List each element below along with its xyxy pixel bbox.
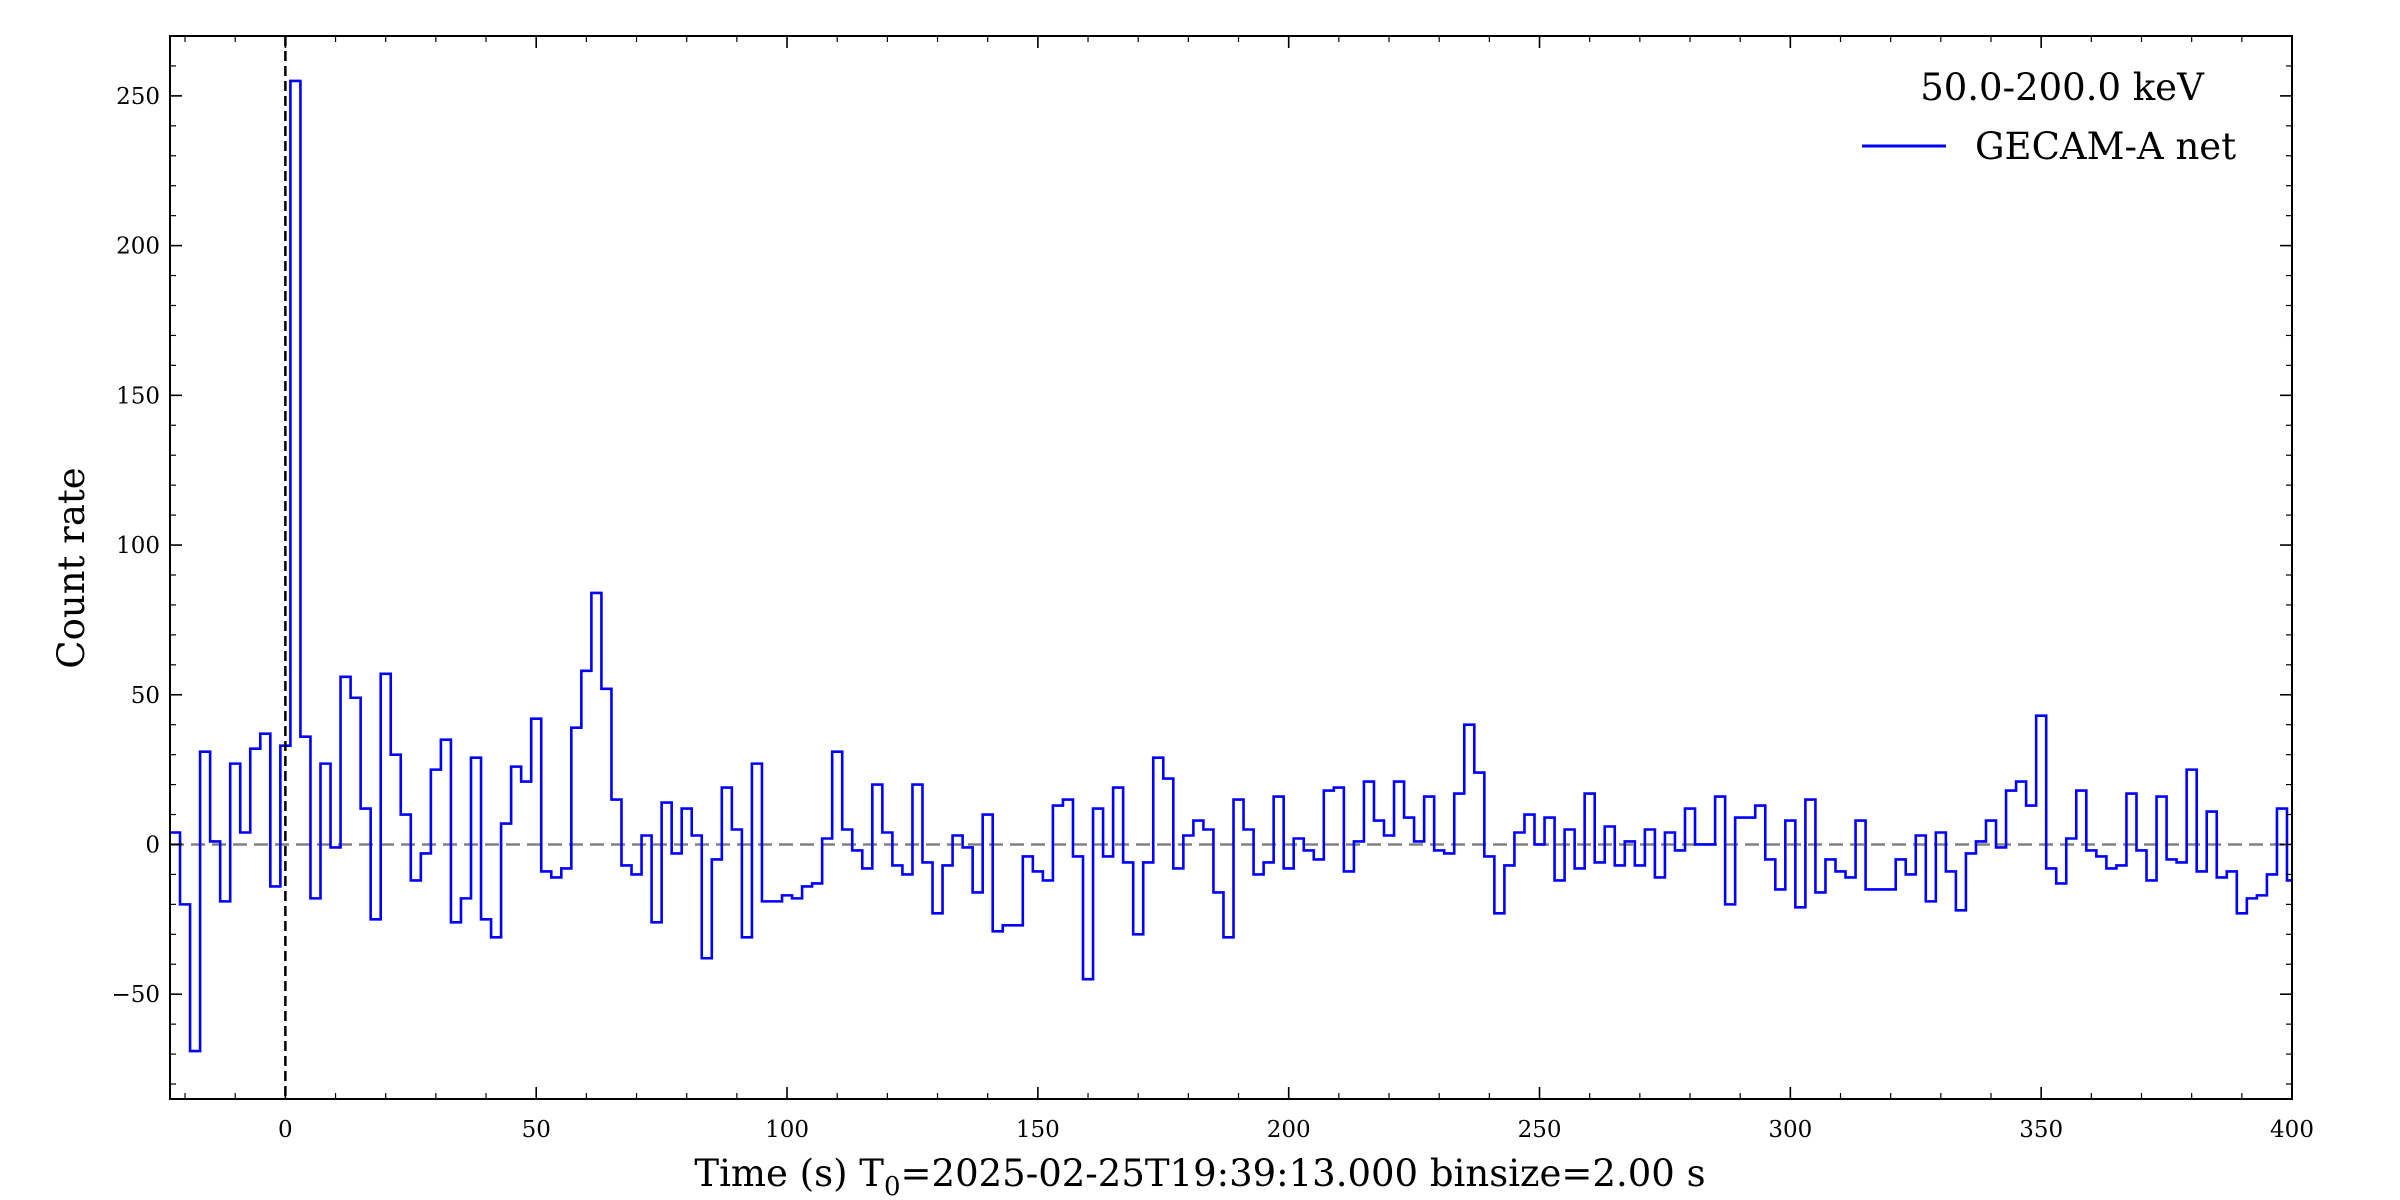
x-tick-label: 350 (2019, 1117, 2063, 1143)
y-tick-label: 0 (145, 832, 160, 858)
y-tick-label: −50 (111, 982, 160, 1008)
x-tick-label: 250 (1518, 1117, 1562, 1143)
x-axis-label-subscript: 0 (884, 1172, 901, 1200)
y-tick-label: 150 (116, 383, 160, 409)
x-tick-label: 300 (1768, 1117, 1812, 1143)
legend-title: 50.0-200.0 keV (1920, 66, 2205, 109)
x-tick-label: 100 (765, 1117, 809, 1143)
plot-area (169, 35, 2293, 1100)
y-tick-label: 50 (131, 683, 160, 709)
x-axis-label: Time (s) T0=2025-02-25T19:39:13.000 bins… (694, 1152, 1705, 1200)
plot-frame (169, 35, 2293, 1100)
y-tick-label: 100 (116, 533, 160, 559)
legend: 50.0-200.0 keV GECAM-A net (1862, 66, 2236, 168)
y-axis-label: Count rate (50, 467, 93, 668)
axis-ticks: 0 50 100 150 200 250 300 350 400 −50 0 50 100 150 200 2… (111, 35, 2314, 1143)
x-tick-label: 0 (278, 1117, 293, 1143)
legend-series-label: GECAM-A net (1975, 125, 2236, 168)
y-tick-label: 250 (116, 84, 160, 110)
x-tick-label: 200 (1267, 1117, 1311, 1143)
x-tick-label: 400 (2270, 1117, 2314, 1143)
y-tick-label: 200 (116, 234, 160, 260)
x-tick-label: 150 (1016, 1117, 1060, 1143)
series-line-0 (170, 79, 2292, 1053)
x-tick-label: 50 (522, 1117, 551, 1143)
